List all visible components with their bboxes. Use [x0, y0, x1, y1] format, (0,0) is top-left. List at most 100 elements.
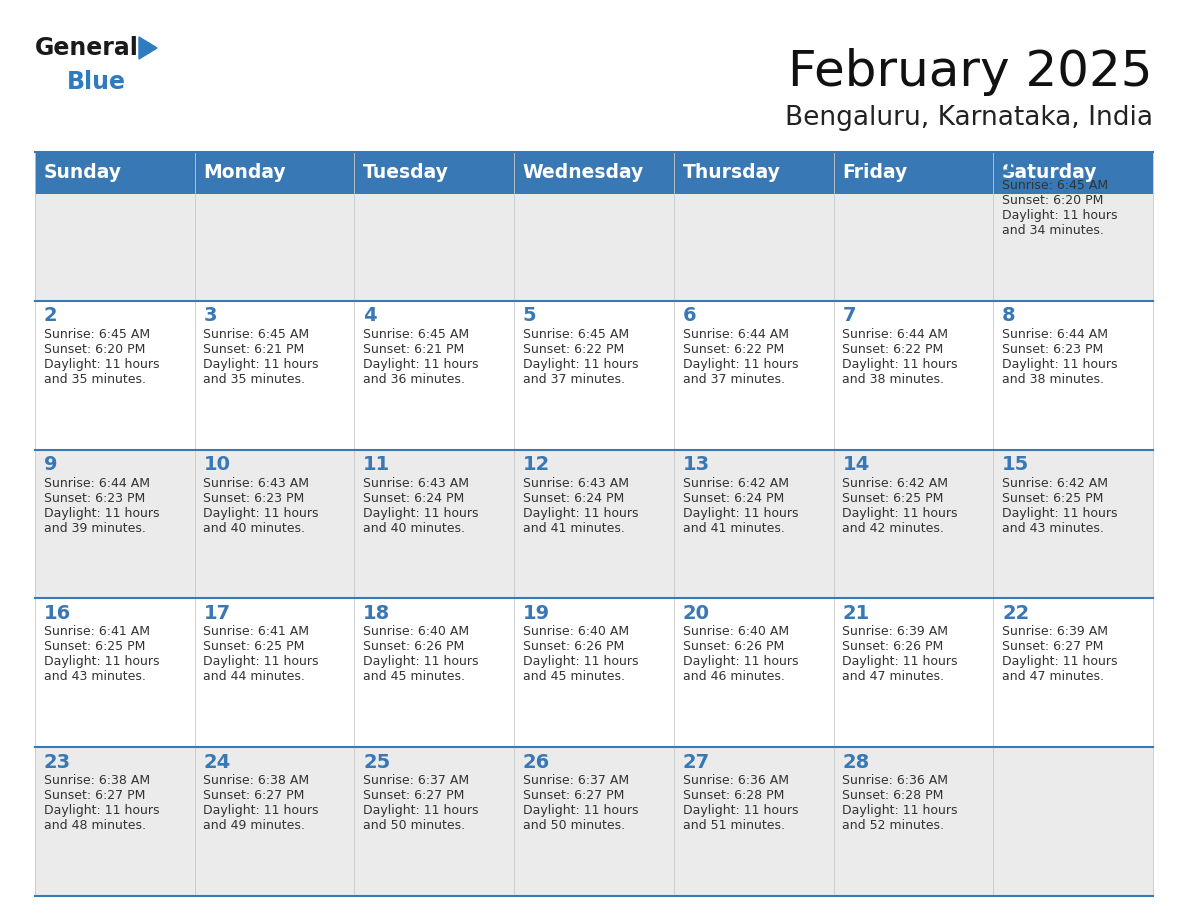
Text: 28: 28 [842, 753, 870, 772]
FancyBboxPatch shape [34, 152, 1154, 194]
FancyBboxPatch shape [34, 747, 1154, 896]
Text: and 38 minutes.: and 38 minutes. [842, 373, 944, 386]
Text: Daylight: 11 hours: Daylight: 11 hours [523, 804, 638, 817]
Text: Sunrise: 6:44 AM: Sunrise: 6:44 AM [842, 328, 948, 341]
Text: 27: 27 [683, 753, 709, 772]
Text: Sunrise: 6:45 AM: Sunrise: 6:45 AM [523, 328, 630, 341]
Text: 22: 22 [1001, 604, 1029, 623]
Text: 11: 11 [364, 455, 391, 474]
Text: 24: 24 [203, 753, 230, 772]
Text: and 45 minutes.: and 45 minutes. [364, 670, 466, 683]
Text: Sunrise: 6:41 AM: Sunrise: 6:41 AM [203, 625, 310, 638]
Text: Daylight: 11 hours: Daylight: 11 hours [203, 655, 320, 668]
Text: Sunset: 6:20 PM: Sunset: 6:20 PM [1001, 194, 1104, 207]
Text: Monday: Monday [203, 163, 286, 183]
Text: and 36 minutes.: and 36 minutes. [364, 373, 465, 386]
Text: and 43 minutes.: and 43 minutes. [1001, 521, 1104, 534]
Text: 16: 16 [44, 604, 71, 623]
FancyBboxPatch shape [34, 450, 1154, 599]
Text: 12: 12 [523, 455, 550, 474]
Text: Sunset: 6:27 PM: Sunset: 6:27 PM [523, 789, 625, 802]
Text: 14: 14 [842, 455, 870, 474]
Text: 20: 20 [683, 604, 709, 623]
Text: Daylight: 11 hours: Daylight: 11 hours [203, 507, 320, 520]
Text: 6: 6 [683, 307, 696, 325]
Text: Sunset: 6:23 PM: Sunset: 6:23 PM [1001, 342, 1104, 356]
Text: and 45 minutes.: and 45 minutes. [523, 670, 625, 683]
Text: Sunrise: 6:45 AM: Sunrise: 6:45 AM [203, 328, 310, 341]
Text: 23: 23 [44, 753, 71, 772]
Text: 5: 5 [523, 307, 537, 325]
Text: Daylight: 11 hours: Daylight: 11 hours [683, 804, 798, 817]
Text: Sunset: 6:23 PM: Sunset: 6:23 PM [203, 492, 305, 505]
Text: Sunrise: 6:42 AM: Sunrise: 6:42 AM [1001, 476, 1108, 489]
Text: Daylight: 11 hours: Daylight: 11 hours [44, 507, 159, 520]
Text: Sunset: 6:28 PM: Sunset: 6:28 PM [683, 789, 784, 802]
Text: 3: 3 [203, 307, 217, 325]
Text: 4: 4 [364, 307, 377, 325]
Text: 13: 13 [683, 455, 709, 474]
Text: Sunset: 6:25 PM: Sunset: 6:25 PM [203, 641, 305, 654]
Text: Daylight: 11 hours: Daylight: 11 hours [364, 507, 479, 520]
Text: Sunset: 6:24 PM: Sunset: 6:24 PM [364, 492, 465, 505]
Text: Sunset: 6:27 PM: Sunset: 6:27 PM [364, 789, 465, 802]
Text: and 35 minutes.: and 35 minutes. [44, 373, 146, 386]
Text: and 37 minutes.: and 37 minutes. [523, 373, 625, 386]
Text: and 39 minutes.: and 39 minutes. [44, 521, 146, 534]
Text: 19: 19 [523, 604, 550, 623]
Text: and 52 minutes.: and 52 minutes. [842, 819, 944, 833]
Text: Sunset: 6:23 PM: Sunset: 6:23 PM [44, 492, 145, 505]
Text: Sunrise: 6:45 AM: Sunrise: 6:45 AM [1001, 179, 1108, 192]
Text: 17: 17 [203, 604, 230, 623]
Text: Bengaluru, Karnataka, India: Bengaluru, Karnataka, India [785, 105, 1154, 131]
Text: Daylight: 11 hours: Daylight: 11 hours [523, 507, 638, 520]
Text: and 50 minutes.: and 50 minutes. [523, 819, 625, 833]
Text: 25: 25 [364, 753, 391, 772]
Text: Sunrise: 6:44 AM: Sunrise: 6:44 AM [683, 328, 789, 341]
Text: Sunrise: 6:43 AM: Sunrise: 6:43 AM [364, 476, 469, 489]
Text: Sunrise: 6:44 AM: Sunrise: 6:44 AM [44, 476, 150, 489]
Text: Sunset: 6:24 PM: Sunset: 6:24 PM [683, 492, 784, 505]
Text: Daylight: 11 hours: Daylight: 11 hours [842, 358, 958, 371]
Text: February 2025: February 2025 [789, 48, 1154, 96]
Text: Sunday: Sunday [44, 163, 122, 183]
Text: Saturday: Saturday [1001, 163, 1098, 183]
Text: Sunset: 6:25 PM: Sunset: 6:25 PM [842, 492, 943, 505]
Text: Daylight: 11 hours: Daylight: 11 hours [203, 358, 320, 371]
Text: Daylight: 11 hours: Daylight: 11 hours [44, 804, 159, 817]
Text: Sunrise: 6:45 AM: Sunrise: 6:45 AM [364, 328, 469, 341]
Text: Daylight: 11 hours: Daylight: 11 hours [683, 358, 798, 371]
Text: Sunset: 6:25 PM: Sunset: 6:25 PM [44, 641, 145, 654]
Text: Sunrise: 6:40 AM: Sunrise: 6:40 AM [523, 625, 630, 638]
Text: Sunset: 6:22 PM: Sunset: 6:22 PM [842, 342, 943, 356]
Text: 18: 18 [364, 604, 391, 623]
Text: Sunset: 6:28 PM: Sunset: 6:28 PM [842, 789, 943, 802]
Text: Sunrise: 6:39 AM: Sunrise: 6:39 AM [842, 625, 948, 638]
Text: Friday: Friday [842, 163, 908, 183]
Text: 26: 26 [523, 753, 550, 772]
Text: Sunset: 6:27 PM: Sunset: 6:27 PM [1001, 641, 1104, 654]
Text: Sunset: 6:20 PM: Sunset: 6:20 PM [44, 342, 145, 356]
Text: Sunrise: 6:41 AM: Sunrise: 6:41 AM [44, 625, 150, 638]
Text: 7: 7 [842, 307, 855, 325]
Text: 8: 8 [1001, 307, 1016, 325]
Text: Daylight: 11 hours: Daylight: 11 hours [364, 358, 479, 371]
Text: Sunrise: 6:42 AM: Sunrise: 6:42 AM [683, 476, 789, 489]
Text: Daylight: 11 hours: Daylight: 11 hours [1001, 507, 1118, 520]
Text: General: General [34, 36, 139, 60]
Text: and 38 minutes.: and 38 minutes. [1001, 373, 1104, 386]
Text: Sunrise: 6:43 AM: Sunrise: 6:43 AM [203, 476, 310, 489]
Text: Sunrise: 6:38 AM: Sunrise: 6:38 AM [44, 774, 150, 788]
Text: and 47 minutes.: and 47 minutes. [842, 670, 944, 683]
Text: Thursday: Thursday [683, 163, 781, 183]
Text: Daylight: 11 hours: Daylight: 11 hours [44, 655, 159, 668]
Text: Sunrise: 6:44 AM: Sunrise: 6:44 AM [1001, 328, 1108, 341]
Text: and 48 minutes.: and 48 minutes. [44, 819, 146, 833]
Text: Sunrise: 6:45 AM: Sunrise: 6:45 AM [44, 328, 150, 341]
Text: Daylight: 11 hours: Daylight: 11 hours [842, 507, 958, 520]
Text: 1: 1 [1001, 158, 1016, 176]
Text: Daylight: 11 hours: Daylight: 11 hours [1001, 358, 1118, 371]
Text: Sunset: 6:22 PM: Sunset: 6:22 PM [523, 342, 624, 356]
Text: Sunset: 6:22 PM: Sunset: 6:22 PM [683, 342, 784, 356]
Text: Sunset: 6:25 PM: Sunset: 6:25 PM [1001, 492, 1104, 505]
